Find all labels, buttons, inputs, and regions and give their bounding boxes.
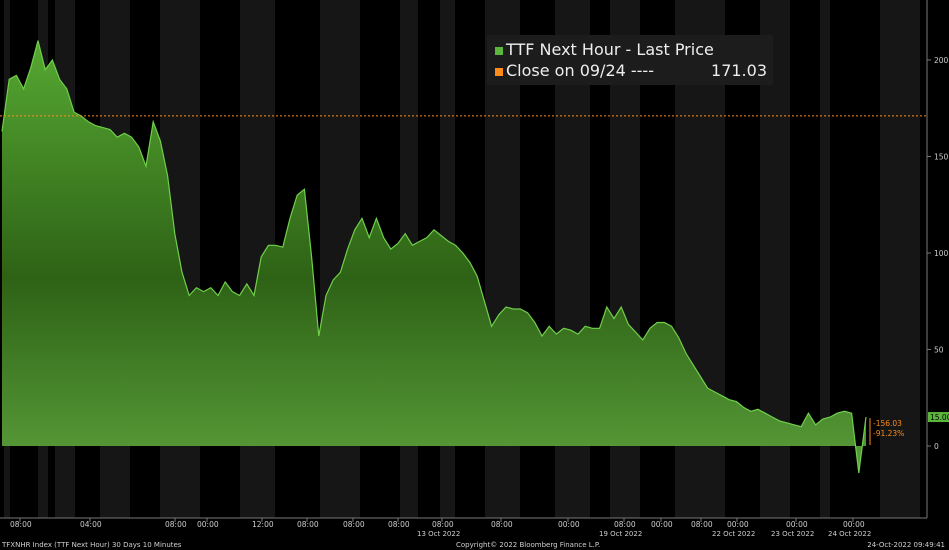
legend-item-series: TTF Next Hour - Last Price xyxy=(495,40,714,59)
x-date-label: 24 Oct 2022 xyxy=(828,530,871,538)
x-tick-label: 00:00 xyxy=(197,520,219,529)
footer-copyright: Copyright© 2022 Bloomberg Finance L.P. xyxy=(456,541,601,549)
y-tick-label: 200 xyxy=(934,56,949,65)
last-value-label: 15.00 xyxy=(930,413,949,422)
area-layer xyxy=(1,40,867,474)
x-tick-label: 12:00 xyxy=(252,520,274,529)
legend-close-value: 171.03 xyxy=(711,61,767,80)
x-tick-label: 08:00 xyxy=(432,520,454,529)
change-annotation: -91.23% xyxy=(873,429,904,438)
legend-series-label: TTF Next Hour - Last Price xyxy=(506,40,714,59)
x-tick-label: 00:00 xyxy=(786,520,808,529)
legend: TTF Next Hour - Last Price Close on 09/2… xyxy=(487,35,773,85)
x-tick-label: 08:00 xyxy=(343,520,365,529)
x-date-label: 22 Oct 2022 xyxy=(712,530,755,538)
x-tick-label: 08:00 xyxy=(491,520,513,529)
x-tick-label: 00:00 xyxy=(843,520,865,529)
session-band xyxy=(820,0,830,518)
change-annotation: -156.03 xyxy=(873,419,902,428)
x-tick-label: 08:00 xyxy=(614,520,636,529)
legend-close-label: Close on 09/24 ---- xyxy=(506,61,654,80)
y-tick-label: 0 xyxy=(934,442,939,451)
x-axis: 08:00 04:00 08:00 00:00 12:00 08:00 08:00 08:00… xyxy=(0,517,927,538)
x-tick-label: 04:00 xyxy=(80,520,102,529)
x-date-label: 13 Oct 2022 xyxy=(417,530,460,538)
x-date-label: 23 Oct 2022 xyxy=(771,530,814,538)
x-date-label: 19 Oct 2022 xyxy=(599,530,642,538)
x-tick-label: 08:00 xyxy=(691,520,713,529)
x-tick-label: 00:00 xyxy=(651,520,673,529)
x-tick-label: 08:00 xyxy=(10,520,32,529)
y-axis: 0 50 100 150 200 15.00 xyxy=(926,0,949,518)
footer-ticker: TFXNHR Index (TTF Next Hour) 30 Days 10 … xyxy=(2,541,182,549)
annotations: -156.03-91.23% xyxy=(869,418,904,445)
series-area xyxy=(2,40,866,473)
x-tick-label: 08:00 xyxy=(388,520,410,529)
y-tick-label: 150 xyxy=(934,153,949,162)
last-value-badge xyxy=(928,412,949,423)
close-swatch-icon xyxy=(495,67,503,76)
session-band xyxy=(880,0,920,518)
x-tick-label: 08:00 xyxy=(297,520,319,529)
footer-timestamp: 24-Oct-2022 09:49:41 xyxy=(867,541,945,549)
series-swatch-icon xyxy=(495,46,503,55)
legend-item-close: Close on 09/24 ---- xyxy=(495,61,654,80)
x-tick-label: 00:00 xyxy=(558,520,580,529)
y-tick-label: 100 xyxy=(934,249,949,258)
x-tick-label: 08:00 xyxy=(165,520,187,529)
y-tick-label: 50 xyxy=(934,346,944,355)
x-tick-label: 00:00 xyxy=(727,520,749,529)
